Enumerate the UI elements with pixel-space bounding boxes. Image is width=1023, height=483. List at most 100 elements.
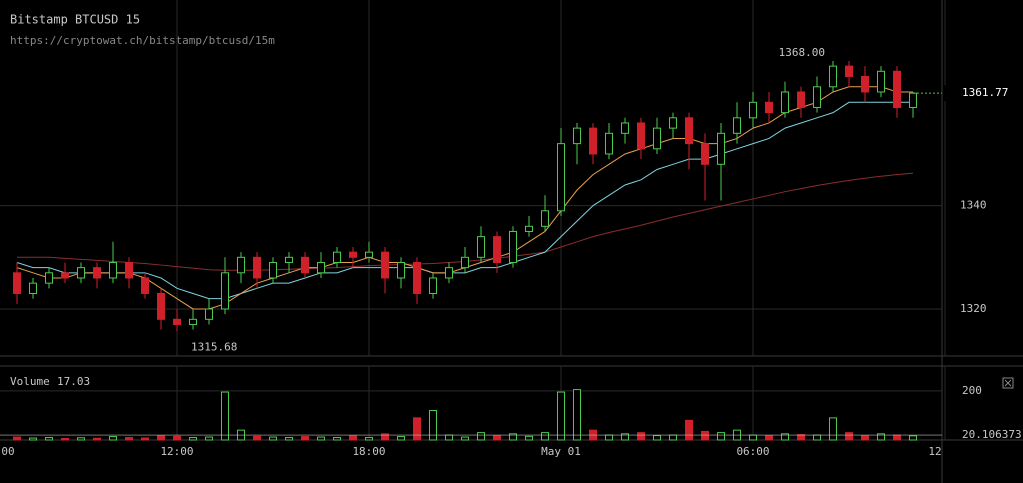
volume-bar: [877, 433, 885, 441]
candle-body: [861, 75, 869, 93]
volume-bar: [285, 437, 293, 441]
volume-bar: [717, 432, 725, 441]
volume-bar: [445, 434, 453, 441]
candle-body: [397, 261, 405, 279]
candle-body: [237, 256, 245, 274]
volume-bar: [125, 437, 133, 441]
candle-body: [813, 86, 821, 108]
candle-body: [493, 236, 501, 263]
volume-bar: [701, 430, 709, 441]
volume-bar: [333, 437, 341, 441]
volume-bar: [749, 434, 757, 441]
candle-body: [845, 65, 853, 77]
candle-body: [829, 65, 837, 88]
candle-body: [381, 251, 389, 279]
candle-body: [173, 318, 181, 325]
chart-subtitle: https://cryptowat.ch/bitstamp/btcusd/15m: [10, 34, 275, 47]
last-price-label: 1361.77: [962, 86, 1008, 99]
candle-body: [637, 122, 645, 150]
volume-bar: [477, 432, 485, 441]
volume-bar: [301, 436, 309, 441]
x-tick-label: 12:00: [160, 445, 193, 458]
candle-body: [221, 272, 229, 310]
volume-bar: [541, 432, 549, 441]
candle-body: [685, 117, 693, 145]
volume-bar: [45, 437, 53, 441]
chart-title: Bitstamp BTCUSD 15: [10, 13, 140, 27]
volume-bar: [221, 391, 229, 441]
y-tick-label: 1340: [960, 199, 987, 212]
candle-body: [621, 122, 629, 134]
candle-body: [669, 117, 677, 129]
candle-body: [141, 277, 149, 294]
candle-body: [189, 318, 197, 325]
candle-body: [557, 143, 565, 212]
volume-bar: [317, 436, 325, 441]
candle-body: [749, 101, 757, 119]
volume-bar: [365, 437, 373, 441]
x-tick-label: 06:00: [736, 445, 769, 458]
x-tick-label: 12: [928, 445, 941, 458]
candle-body: [781, 91, 789, 114]
volume-bar: [381, 433, 389, 441]
volume-bar: [669, 434, 677, 441]
candle-body: [797, 91, 805, 108]
volume-bar: [349, 435, 357, 441]
volume-bar: [493, 435, 501, 441]
candle-body: [525, 225, 533, 232]
candle-body: [909, 92, 917, 108]
candle-body: [877, 70, 885, 93]
volume-bar: [173, 435, 181, 441]
volume-bar: [93, 437, 101, 441]
volume-bar: [109, 436, 117, 441]
volume-bar: [813, 434, 821, 441]
candle-body: [365, 251, 373, 258]
candle-body: [573, 127, 581, 145]
candle-body: [765, 101, 773, 114]
candle-body: [701, 143, 709, 165]
candle-body: [541, 210, 549, 227]
close-icon: [1004, 379, 1012, 387]
candle-body: [301, 256, 309, 274]
volume-current: 17.03: [57, 375, 90, 388]
volume-bar: [29, 437, 37, 441]
volume-ma-label: 20.106373: [962, 428, 1022, 441]
low-label: 1315.68: [191, 340, 237, 353]
volume-bar: [13, 436, 21, 441]
volume-bar: [637, 432, 645, 441]
volume-bar: [429, 409, 437, 441]
candle-body: [93, 267, 101, 279]
candle-body: [429, 277, 437, 294]
volume-bar: [61, 438, 69, 441]
candle-body: [253, 256, 261, 279]
candle-body: [605, 132, 613, 155]
y-tick-label: 1320: [960, 302, 987, 315]
volume-bar: [557, 391, 565, 441]
volume-bar: [509, 433, 517, 441]
volume-bar: [269, 436, 277, 441]
candle-body: [29, 282, 37, 294]
candle-body: [509, 230, 517, 263]
volume-bar: [797, 434, 805, 441]
volume-bar: [893, 434, 901, 441]
volume-bar: [413, 417, 421, 441]
candle-body: [77, 267, 85, 279]
high-label: 1368.00: [779, 46, 825, 59]
volume-bar: [621, 433, 629, 441]
candle-body: [317, 261, 325, 274]
candle-body: [653, 127, 661, 150]
volume-title: Volume: [10, 375, 50, 388]
volume-bar: [605, 434, 613, 441]
candle-body: [109, 261, 117, 279]
close-button[interactable]: [1002, 377, 1014, 389]
candle-body: [717, 132, 725, 165]
candle-body: [45, 272, 53, 284]
volume-bar: [397, 436, 405, 441]
volume-bar: [205, 436, 213, 441]
candle-body: [445, 267, 453, 279]
volume-bar: [573, 389, 581, 441]
candle-body: [733, 117, 741, 134]
candle-body: [125, 261, 133, 279]
candle-body: [333, 251, 341, 263]
